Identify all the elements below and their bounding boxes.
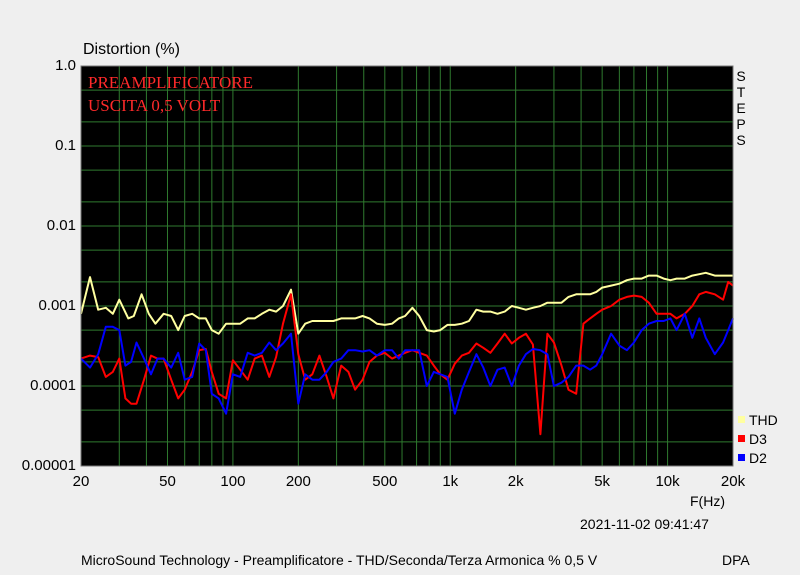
timestamp: 2021-11-02 09:41:47	[580, 516, 709, 532]
footer-caption: MicroSound Technology - Preamplificatore…	[81, 552, 598, 568]
series-line-thd	[80, 271, 733, 335]
annotation-line-2: USCITA 0,5 VOLT	[88, 96, 221, 115]
footer-brand: DPA	[722, 552, 750, 568]
legend-item-thd: THD	[738, 410, 778, 429]
plot-border	[80, 65, 734, 467]
x-tick-label: 5k	[594, 473, 611, 490]
y-tick-label: 0.001	[38, 297, 76, 314]
steps-letter: P	[736, 116, 746, 132]
steps-letter: E	[736, 100, 746, 116]
legend-swatch-thd	[738, 416, 745, 423]
y-tick-label: 1.0	[55, 57, 76, 74]
y-tick-label: 0.0001	[30, 377, 76, 394]
steps-label: S T E P S	[735, 68, 747, 148]
series-line-d3	[80, 280, 734, 436]
legend-label-d3: D3	[749, 430, 767, 447]
series-lines	[80, 271, 734, 436]
x-tick-label: 50	[159, 473, 176, 490]
series-line-d2	[80, 312, 734, 415]
x-tick-label: 500	[372, 473, 398, 490]
steps-letter: S	[736, 68, 746, 84]
x-tick-label: 200	[285, 473, 311, 490]
y-tick-label: 0.1	[55, 137, 76, 154]
x-tick-label: 10k	[655, 473, 680, 490]
steps-letter: S	[736, 132, 746, 148]
legend: THD D3 D2	[738, 410, 778, 467]
y-tick-label: 0.01	[46, 217, 76, 234]
annotation-line-1: PREAMPLIFICATORE	[88, 73, 253, 92]
x-tick-label: 2k	[507, 473, 524, 490]
x-tick-label: 20	[72, 473, 90, 490]
legend-label-d2: D2	[749, 449, 767, 466]
x-tick-label: 20k	[720, 473, 746, 490]
steps-letter: T	[736, 84, 746, 100]
legend-swatch-d2	[738, 454, 745, 461]
y-tick-label: 0.00001	[21, 457, 76, 474]
legend-item-d2: D2	[738, 448, 778, 467]
legend-label-thd: THD	[749, 411, 778, 428]
chart-title: Distortion (%)	[83, 41, 180, 58]
x-tick-label: 1k	[442, 473, 459, 490]
legend-item-d3: D3	[738, 429, 778, 448]
legend-swatch-d3	[738, 435, 745, 442]
x-axis-label: F(Hz)	[690, 493, 725, 509]
x-tick-label: 100	[220, 473, 246, 490]
plot-area	[81, 66, 733, 466]
